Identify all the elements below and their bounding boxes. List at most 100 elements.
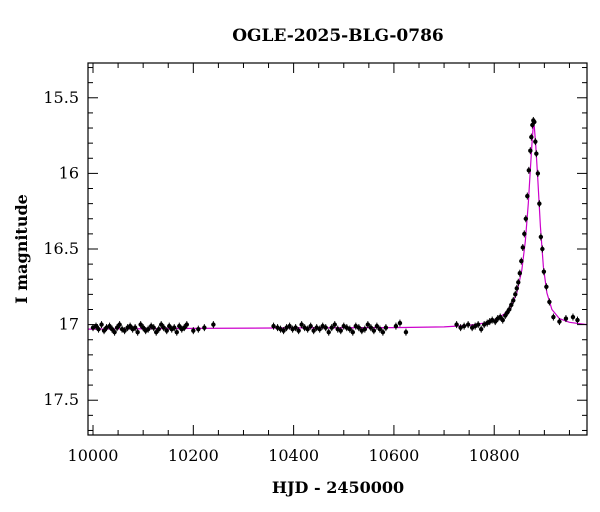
- data-point: [151, 324, 156, 332]
- data-point: [461, 322, 467, 330]
- data-point: [109, 325, 115, 333]
- axis-ticks-layer: 10000 10200 10400 10600 10800 15.5 16 16.5 17 17.…: [43, 63, 587, 465]
- data-point: [114, 324, 120, 332]
- data-point: [511, 296, 516, 304]
- data-point: [101, 327, 107, 335]
- data-point: [535, 169, 541, 177]
- data-point: [299, 321, 304, 329]
- y-tick-label: 15.5: [43, 88, 79, 107]
- data-point: [122, 327, 127, 335]
- data-point: [138, 321, 143, 329]
- x-tick-label: 10800: [469, 446, 520, 465]
- data-point: [174, 328, 179, 336]
- data-point: [296, 327, 301, 335]
- data-point: [338, 327, 343, 335]
- data-point: [516, 278, 521, 286]
- data-point: [529, 133, 534, 141]
- data-point: [534, 150, 539, 158]
- data-point: [478, 325, 484, 333]
- data-point: [154, 328, 159, 336]
- data-point: [458, 324, 463, 332]
- data-point: [540, 245, 545, 253]
- data-point: [493, 318, 498, 326]
- model-curve-layer: [87, 123, 588, 330]
- data-point: [99, 321, 104, 329]
- chart-title: OGLE-2025-BLG-0786: [232, 26, 444, 46]
- data-point: [167, 322, 172, 330]
- data-point: [570, 313, 576, 321]
- data-points-layer: [90, 116, 580, 336]
- data-point: [475, 321, 481, 329]
- data-point: [164, 327, 169, 335]
- data-point: [514, 284, 519, 292]
- data-point: [140, 324, 146, 332]
- data-point: [159, 321, 164, 329]
- data-point: [347, 325, 352, 333]
- data-point: [517, 269, 522, 277]
- y-tick-label: 17.5: [43, 390, 79, 409]
- data-point: [127, 322, 133, 330]
- x-tick-label: 10200: [168, 446, 219, 465]
- data-point: [547, 298, 552, 306]
- data-point: [513, 290, 518, 298]
- data-point: [465, 321, 471, 329]
- data-point: [311, 327, 316, 335]
- y-tick-label: 16.5: [43, 239, 79, 258]
- data-point: [326, 328, 331, 336]
- data-point: [287, 322, 292, 330]
- data-point: [525, 192, 530, 200]
- data-point: [397, 319, 403, 327]
- data-point: [403, 328, 409, 336]
- data-point: [377, 325, 383, 333]
- data-point: [380, 328, 386, 336]
- data-point: [371, 327, 377, 335]
- data-point: [172, 324, 177, 332]
- data-point: [541, 268, 547, 276]
- plot-frame: [87, 62, 588, 436]
- data-point: [317, 325, 322, 333]
- data-point: [509, 301, 514, 309]
- data-point: [533, 138, 538, 146]
- data-point: [156, 325, 161, 333]
- data-point: [538, 233, 544, 241]
- data-point: [532, 118, 537, 126]
- data-point: [519, 257, 524, 265]
- data-point: [196, 325, 201, 333]
- data-point: [308, 322, 313, 330]
- data-point: [365, 321, 371, 329]
- data-point: [393, 322, 399, 330]
- data-point: [112, 328, 117, 336]
- data-point: [528, 147, 533, 155]
- data-point: [323, 324, 328, 332]
- data-point: [145, 325, 151, 333]
- data-point: [350, 328, 355, 336]
- x-tick-label: 10400: [268, 446, 319, 465]
- data-point: [563, 315, 569, 323]
- data-point: [500, 316, 505, 324]
- data-point: [281, 327, 286, 335]
- data-point: [96, 325, 101, 333]
- data-point: [202, 324, 207, 332]
- data-point: [544, 283, 549, 291]
- x-axis-label: HJD - 2450000: [272, 478, 404, 497]
- y-tick-label: 16: [59, 163, 79, 182]
- data-point: [526, 166, 532, 174]
- data-point: [575, 316, 580, 324]
- data-point: [182, 324, 187, 332]
- data-point: [117, 321, 122, 329]
- model-curve: [87, 123, 588, 330]
- data-point: [271, 322, 276, 330]
- data-point: [191, 327, 196, 335]
- data-point: [107, 322, 112, 330]
- data-point: [520, 243, 526, 251]
- y-axis-label: I magnitude: [12, 194, 31, 304]
- data-point: [498, 313, 503, 321]
- data-point: [293, 324, 298, 332]
- data-point: [454, 321, 459, 329]
- data-point: [161, 324, 166, 332]
- data-point: [329, 324, 334, 332]
- x-tick-label: 10000: [68, 446, 119, 465]
- data-point: [332, 321, 337, 329]
- y-tick-label: 17: [59, 315, 79, 334]
